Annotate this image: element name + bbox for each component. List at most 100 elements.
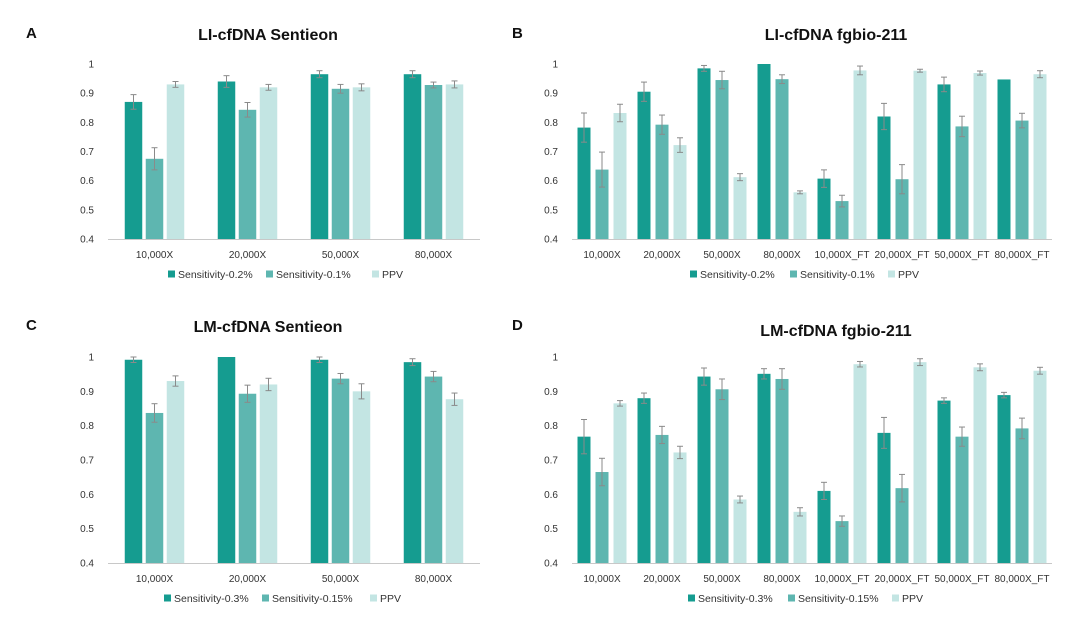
bar-sensitivity-0-2 [577,127,591,239]
y-tick-label: 0.4 [544,235,558,246]
bar-ppv [673,145,687,239]
legend-swatch [168,270,175,278]
bar-ppv [973,367,987,563]
bar-ppv [259,87,278,239]
x-tick-label: 10,000X [583,250,621,261]
y-tick-label: 1 [88,353,94,364]
bar-ppv [352,391,371,563]
bar-sensitivity-0-1 [424,85,443,239]
bar-sensitivity-0-1 [145,158,164,239]
panel-letter: A [26,25,37,42]
bar-sensitivity-0-1 [775,79,789,240]
bar-sensitivity-0-15 [835,521,849,563]
y-tick-label: 1 [88,60,94,71]
bar-ppv [166,84,185,240]
y-tick-label: 0.8 [80,118,94,129]
x-tick-label: 20,000X_FT [874,574,929,585]
y-tick-label: 0.9 [80,89,94,100]
legend-label: Sensitivity-0.2% [178,269,253,281]
legend-swatch [892,594,899,602]
y-tick-label: 0.7 [80,147,94,158]
bar-sensitivity-0-15 [955,436,969,563]
bar-sensitivity-0-1 [835,201,849,239]
x-tick-label: 50,000X [322,574,360,585]
bar-ppv [445,399,464,563]
y-tick-label: 0.4 [80,235,94,246]
legend-swatch [888,270,895,278]
bar-sensitivity-0-1 [955,126,969,239]
x-tick-label: 20,000X [229,250,267,261]
legend-label: Sensitivity-0.3% [698,593,773,605]
legend: Sensitivity-0.2% Sensitivity-0.1% PPV [168,269,403,281]
x-tick-label: 10,000X_FT [814,250,869,261]
legend-label: PPV [902,593,923,605]
bar-sensitivity-0-2 [124,101,143,240]
y-tick-label: 0.8 [80,421,94,432]
bar-sensitivity-0-3 [877,432,891,563]
y-tick-label: 0.6 [80,490,94,501]
legend-label: PPV [380,593,401,605]
bar-sensitivity-0-15 [715,389,729,563]
panel-letter: B [512,25,523,42]
bar-sensitivity-0-1 [655,124,669,239]
legend-swatch [262,594,269,602]
bar-ppv [445,84,464,240]
y-tick-label: 0.8 [544,421,558,432]
legend-label: PPV [382,269,403,281]
bar-sensitivity-0-3 [817,490,831,563]
x-tick-label: 80,000X [763,250,801,261]
bar-sensitivity-0-2 [697,68,711,239]
bar-sensitivity-0-1 [238,109,257,240]
y-tick-label: 0.4 [80,559,94,570]
bar-sensitivity-0-3 [757,373,771,563]
legend: Sensitivity-0.3% Sensitivity-0.15% PPV [164,593,401,605]
x-tick-label: 20,000X [643,574,681,585]
bar-sensitivity-0-3 [937,400,951,563]
chart-panel-c: C LM-cfDNA Sentieon 0.4 0.5 0.6 0.7 0.8 0.9 1 10,… [26,317,480,605]
x-tick-label: 80,000X_FT [994,250,1049,261]
bar-sensitivity-0-3 [403,362,422,563]
legend-swatch [164,594,171,602]
bar-sensitivity-0-2 [877,116,891,239]
y-tick-label: 0.9 [544,89,558,100]
bar-ppv [793,192,807,239]
bar-ppv [793,511,807,563]
bar-ppv [259,384,278,563]
legend-label: Sensitivity-0.3% [174,593,249,605]
y-tick-label: 1 [552,60,558,71]
bar-sensitivity-0-2 [403,74,422,239]
y-tick-label: 0.5 [80,524,94,535]
legend-label: Sensitivity-0.1% [276,269,351,281]
x-tick-label: 50,000X [703,250,741,261]
bar-ppv [1033,74,1047,239]
bar-sensitivity-0-3 [124,359,143,563]
y-tick-label: 0.9 [544,387,558,398]
bar-ppv [352,87,371,239]
bar-ppv [733,499,747,563]
legend-label: Sensitivity-0.2% [700,269,775,281]
panel-letter: C [26,317,37,334]
chart-panel-a: A LI-cfDNA Sentieon 0.4 0.5 0.6 0.7 0.8 0.9 1 10,… [26,25,480,281]
chart-title: LI-cfDNA Sentieon [198,27,338,44]
legend-swatch [370,594,377,602]
bar-ppv [733,177,747,239]
legend: Sensitivity-0.3% Sensitivity-0.15% PPV [688,593,923,605]
legend-label: Sensitivity-0.15% [798,593,879,605]
bar-ppv [913,362,927,563]
bar-ppv [973,73,987,240]
bar-sensitivity-0-15 [238,393,257,563]
y-tick-label: 0.6 [544,176,558,187]
bar-sensitivity-0-15 [424,376,443,563]
bar-ppv [613,403,627,563]
bar-sensitivity-0-1 [1015,120,1029,239]
legend-label: PPV [898,269,919,281]
bar-sensitivity-0-1 [331,88,350,240]
legend-swatch [788,594,795,602]
bar-ppv [673,452,687,563]
bar-sensitivity-0-1 [715,80,729,240]
x-tick-label: 20,000X_FT [874,250,929,261]
legend-swatch [688,594,695,602]
x-tick-label: 20,000X [643,250,681,261]
chart-panel-b: B LI-cfDNA fgbio-211 0.4 0.5 0.6 0.7 0.8 0.9 1 10… [512,25,1052,281]
legend-label: Sensitivity-0.1% [800,269,875,281]
